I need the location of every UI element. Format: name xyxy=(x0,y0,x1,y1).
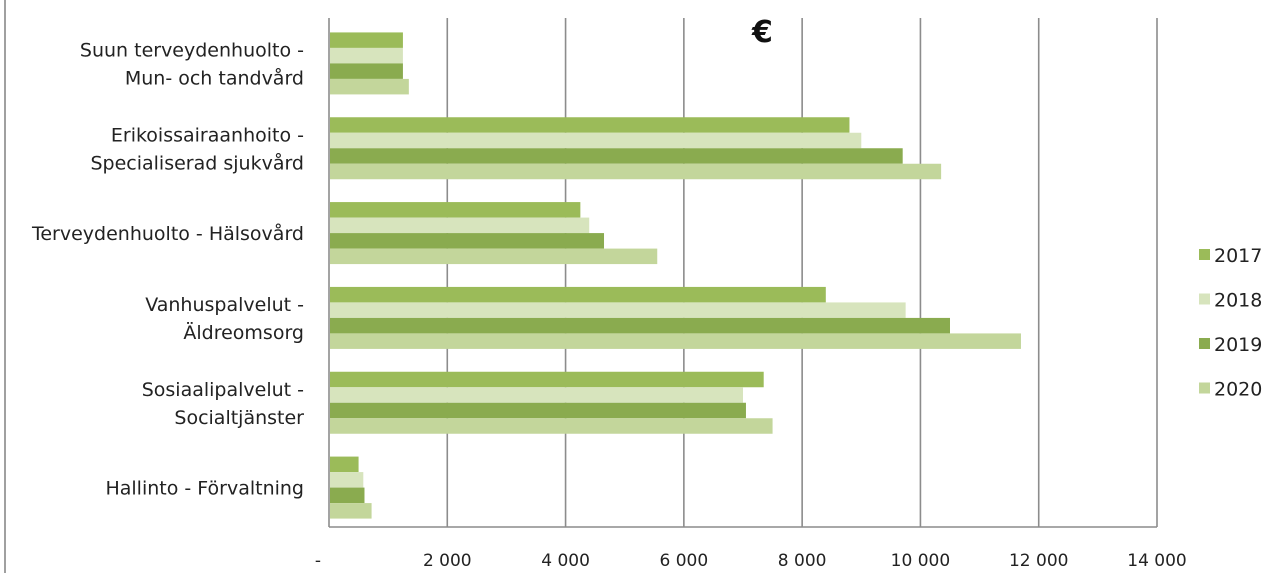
bar-2019-0 xyxy=(330,63,403,79)
bar-2020-3 xyxy=(330,333,1021,349)
bar-2018-2 xyxy=(330,217,590,234)
legend-label: 2019 xyxy=(1214,334,1262,356)
bar-2019-3 xyxy=(330,317,950,334)
bar-2017-2 xyxy=(330,202,581,218)
gridlines xyxy=(446,18,1158,527)
category-label: Specialiserad sjukvård xyxy=(90,151,304,174)
x-tick-label: 2 000 xyxy=(423,551,472,571)
category-label: Sosiaalipalvelut - xyxy=(142,379,304,401)
x-tick-label: 10 000 xyxy=(891,551,950,571)
bar-2019-2 xyxy=(330,233,605,249)
bar-2019-1 xyxy=(330,148,903,164)
bar-2018-4 xyxy=(330,387,743,403)
bar-2020-1 xyxy=(330,163,942,180)
legend-swatch xyxy=(1199,293,1210,305)
x-tick-label: 4 000 xyxy=(541,551,590,571)
legend-label: 2020 xyxy=(1214,379,1262,401)
bars xyxy=(330,32,1021,519)
bar-2020-2 xyxy=(330,248,658,265)
x-tick-label: 14 000 xyxy=(1127,551,1186,571)
legend-label: 2018 xyxy=(1214,290,1262,312)
category-label: Mun- och tandvård xyxy=(125,66,304,89)
chart-title: € xyxy=(751,15,773,50)
x-tick-label: 8 000 xyxy=(778,551,827,571)
bar-2017-1 xyxy=(330,117,850,133)
category-labels: Suun terveydenhuolto - Mun- och tandvård E… xyxy=(31,39,304,499)
bar-2017-0 xyxy=(330,32,403,48)
category-label: Vanhuspalvelut - xyxy=(145,294,304,316)
legend-label: 2017 xyxy=(1214,245,1262,267)
bar-2020-4 xyxy=(330,418,773,434)
bar-2017-4 xyxy=(330,371,764,388)
bar-2017-3 xyxy=(330,286,826,303)
x-tick-label: 12 000 xyxy=(1009,551,1068,571)
bar-2017-5 xyxy=(330,456,359,473)
legend: 2017 2018 2019 2020 xyxy=(1199,245,1262,401)
tick-labels: - 2 000 4 000 6 000 8 000 10 000 12 000 14 000 xyxy=(315,551,1187,571)
bar-2018-0 xyxy=(330,47,403,64)
category-label: Suun terveydenhuolto - xyxy=(80,39,304,61)
x-tick-label: - xyxy=(315,551,321,571)
bar-2018-5 xyxy=(330,472,364,488)
category-label: Erikoissairaanhoito - xyxy=(111,124,304,146)
axes xyxy=(328,18,1157,528)
bar-2020-5 xyxy=(330,503,372,519)
legend-swatch xyxy=(1199,382,1210,394)
category-label: Terveydenhuolto - Hälsovård xyxy=(31,222,304,245)
bar-2019-5 xyxy=(330,487,365,504)
bar-2020-0 xyxy=(330,78,409,95)
category-label: Äldreomsorg xyxy=(183,321,304,344)
bar-2018-3 xyxy=(330,302,906,318)
bar-2019-4 xyxy=(330,402,746,419)
legend-swatch xyxy=(1199,249,1210,260)
category-label: Hallinto - Förvaltning xyxy=(105,478,304,500)
x-tick-label: 6 000 xyxy=(660,551,709,571)
category-label: Socialtjänster xyxy=(174,407,304,429)
bar-2018-1 xyxy=(330,132,862,149)
legend-swatch xyxy=(1199,338,1210,349)
